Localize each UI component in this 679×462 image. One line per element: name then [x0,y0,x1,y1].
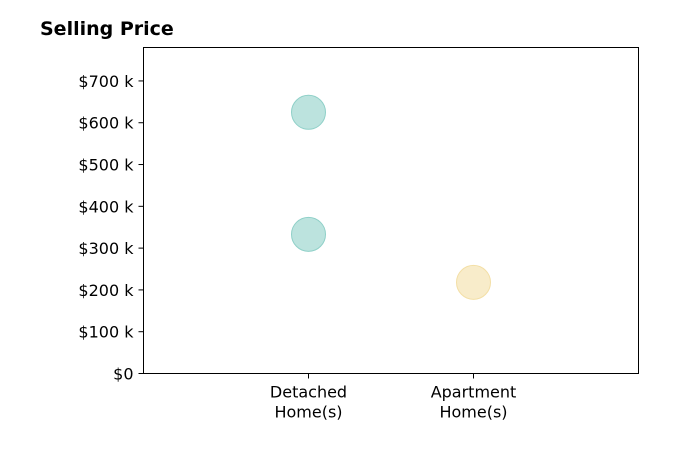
x-tick-label: Home(s) [274,403,342,422]
data-point [291,216,326,252]
y-tick-label: $500 k [78,156,134,175]
y-tick-label: $600 k [78,114,134,133]
y-tick-label: $400 k [78,197,134,216]
data-point [291,94,326,130]
y-tick-label: $300 k [78,239,134,258]
y-tick-label: $700 k [78,72,134,91]
x-tick-label: Detached [270,383,347,402]
y-tick-label: $100 k [78,323,134,342]
x-tick-label: Apartment [431,383,517,402]
y-tick-label: $200 k [78,281,134,300]
plot-frame [143,47,639,374]
y-tick-label: $0 [113,365,133,384]
data-points [291,94,491,300]
chart-title: Selling Price [40,18,174,40]
data-point [456,264,491,300]
x-tick-label: Home(s) [439,403,507,422]
y-axis: $0 $100 k $200 k $300 k $400 k $500 k $600 k $7… [78,72,144,384]
